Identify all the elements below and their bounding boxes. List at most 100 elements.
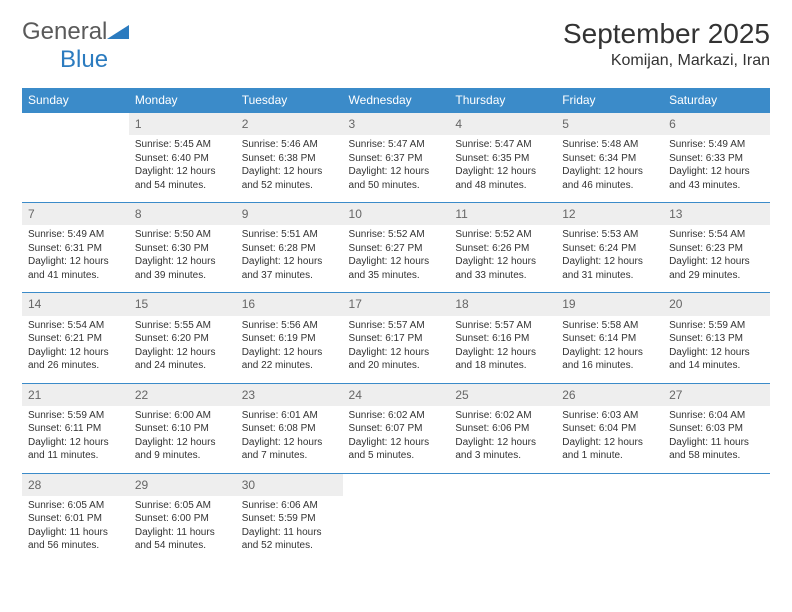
daylight-text: Daylight: 12 hours and 9 minutes.: [135, 436, 230, 463]
calendar-day-cell: 10Sunrise: 5:52 AMSunset: 6:27 PMDayligh…: [343, 203, 450, 293]
day-number: 19: [556, 293, 663, 315]
logo-part1: General: [22, 18, 107, 45]
day-body: Sunrise: 5:55 AMSunset: 6:20 PMDaylight:…: [129, 316, 236, 383]
sunset-text: Sunset: 6:38 PM: [242, 152, 337, 166]
day-body: Sunrise: 6:00 AMSunset: 6:10 PMDaylight:…: [129, 406, 236, 473]
day-body: Sunrise: 5:49 AMSunset: 6:33 PMDaylight:…: [663, 135, 770, 202]
sunrise-text: Sunrise: 5:55 AM: [135, 319, 230, 333]
sunset-text: Sunset: 6:28 PM: [242, 242, 337, 256]
sunset-text: Sunset: 6:33 PM: [669, 152, 764, 166]
day-number: 21: [22, 384, 129, 406]
calendar-week-row: 21Sunrise: 5:59 AMSunset: 6:11 PMDayligh…: [22, 383, 770, 473]
daylight-text: Daylight: 12 hours and 29 minutes.: [669, 255, 764, 282]
calendar-day-cell: [663, 473, 770, 563]
sunrise-text: Sunrise: 5:49 AM: [669, 138, 764, 152]
day-number: 7: [22, 203, 129, 225]
logo: General Blue: [22, 18, 129, 74]
sunset-text: Sunset: 6:00 PM: [135, 512, 230, 526]
calendar-day-cell: 9Sunrise: 5:51 AMSunset: 6:28 PMDaylight…: [236, 203, 343, 293]
location: Komijan, Markazi, Iran: [563, 52, 770, 70]
day-number: 11: [449, 203, 556, 225]
day-body: Sunrise: 5:52 AMSunset: 6:27 PMDaylight:…: [343, 225, 450, 292]
daylight-text: Daylight: 12 hours and 18 minutes.: [455, 346, 550, 373]
day-body: Sunrise: 5:48 AMSunset: 6:34 PMDaylight:…: [556, 135, 663, 202]
daylight-text: Daylight: 12 hours and 41 minutes.: [28, 255, 123, 282]
day-number: 26: [556, 384, 663, 406]
calendar-day-cell: 30Sunrise: 6:06 AMSunset: 5:59 PMDayligh…: [236, 473, 343, 563]
day-body: Sunrise: 6:04 AMSunset: 6:03 PMDaylight:…: [663, 406, 770, 473]
day-body: Sunrise: 6:02 AMSunset: 6:07 PMDaylight:…: [343, 406, 450, 473]
day-number: 8: [129, 203, 236, 225]
sunrise-text: Sunrise: 5:56 AM: [242, 319, 337, 333]
logo-text: General Blue: [22, 18, 129, 74]
calendar-day-cell: 5Sunrise: 5:48 AMSunset: 6:34 PMDaylight…: [556, 113, 663, 203]
day-body: Sunrise: 6:01 AMSunset: 6:08 PMDaylight:…: [236, 406, 343, 473]
sunrise-text: Sunrise: 5:57 AM: [455, 319, 550, 333]
daylight-text: Daylight: 12 hours and 16 minutes.: [562, 346, 657, 373]
weekday-header-row: SundayMondayTuesdayWednesdayThursdayFrid…: [22, 88, 770, 113]
sunrise-text: Sunrise: 5:57 AM: [349, 319, 444, 333]
day-number: 30: [236, 474, 343, 496]
daylight-text: Daylight: 12 hours and 54 minutes.: [135, 165, 230, 192]
sunrise-text: Sunrise: 5:52 AM: [349, 228, 444, 242]
calendar-day-cell: [449, 473, 556, 563]
day-number: 4: [449, 113, 556, 135]
day-body: Sunrise: 5:56 AMSunset: 6:19 PMDaylight:…: [236, 316, 343, 383]
calendar-day-cell: 26Sunrise: 6:03 AMSunset: 6:04 PMDayligh…: [556, 383, 663, 473]
calendar-day-cell: 16Sunrise: 5:56 AMSunset: 6:19 PMDayligh…: [236, 293, 343, 383]
day-body: Sunrise: 5:57 AMSunset: 6:17 PMDaylight:…: [343, 316, 450, 383]
sunset-text: Sunset: 6:23 PM: [669, 242, 764, 256]
sunset-text: Sunset: 6:21 PM: [28, 332, 123, 346]
sunrise-text: Sunrise: 6:01 AM: [242, 409, 337, 423]
calendar-day-cell: 13Sunrise: 5:54 AMSunset: 6:23 PMDayligh…: [663, 203, 770, 293]
sunrise-text: Sunrise: 5:59 AM: [28, 409, 123, 423]
calendar-day-cell: 19Sunrise: 5:58 AMSunset: 6:14 PMDayligh…: [556, 293, 663, 383]
day-body: Sunrise: 6:03 AMSunset: 6:04 PMDaylight:…: [556, 406, 663, 473]
sunrise-text: Sunrise: 5:58 AM: [562, 319, 657, 333]
month-title: September 2025: [563, 18, 770, 50]
calendar-day-cell: 15Sunrise: 5:55 AMSunset: 6:20 PMDayligh…: [129, 293, 236, 383]
weekday-header: Sunday: [22, 88, 129, 113]
day-body: Sunrise: 5:59 AMSunset: 6:11 PMDaylight:…: [22, 406, 129, 473]
daylight-text: Daylight: 12 hours and 50 minutes.: [349, 165, 444, 192]
day-number: 6: [663, 113, 770, 135]
sunrise-text: Sunrise: 6:02 AM: [455, 409, 550, 423]
sunset-text: Sunset: 6:31 PM: [28, 242, 123, 256]
day-body: Sunrise: 5:52 AMSunset: 6:26 PMDaylight:…: [449, 225, 556, 292]
sunset-text: Sunset: 6:06 PM: [455, 422, 550, 436]
sunset-text: Sunset: 6:04 PM: [562, 422, 657, 436]
calendar-day-cell: 22Sunrise: 6:00 AMSunset: 6:10 PMDayligh…: [129, 383, 236, 473]
sunset-text: Sunset: 6:27 PM: [349, 242, 444, 256]
weekday-header: Thursday: [449, 88, 556, 113]
calendar-day-cell: 11Sunrise: 5:52 AMSunset: 6:26 PMDayligh…: [449, 203, 556, 293]
sunset-text: Sunset: 6:03 PM: [669, 422, 764, 436]
day-body: Sunrise: 5:45 AMSunset: 6:40 PMDaylight:…: [129, 135, 236, 202]
calendar-day-cell: 4Sunrise: 5:47 AMSunset: 6:35 PMDaylight…: [449, 113, 556, 203]
sunrise-text: Sunrise: 6:04 AM: [669, 409, 764, 423]
calendar-day-cell: [22, 113, 129, 203]
sunrise-text: Sunrise: 5:52 AM: [455, 228, 550, 242]
day-body: Sunrise: 5:47 AMSunset: 6:35 PMDaylight:…: [449, 135, 556, 202]
day-body: [22, 135, 129, 148]
sunrise-text: Sunrise: 5:47 AM: [455, 138, 550, 152]
header: General Blue September 2025 Komijan, Mar…: [22, 18, 770, 74]
calendar-day-cell: 6Sunrise: 5:49 AMSunset: 6:33 PMDaylight…: [663, 113, 770, 203]
sunrise-text: Sunrise: 5:59 AM: [669, 319, 764, 333]
daylight-text: Daylight: 12 hours and 35 minutes.: [349, 255, 444, 282]
sunrise-text: Sunrise: 5:49 AM: [28, 228, 123, 242]
day-body: Sunrise: 5:57 AMSunset: 6:16 PMDaylight:…: [449, 316, 556, 383]
daylight-text: Daylight: 12 hours and 31 minutes.: [562, 255, 657, 282]
sunset-text: Sunset: 6:37 PM: [349, 152, 444, 166]
day-body: [343, 496, 450, 509]
sunset-text: Sunset: 6:30 PM: [135, 242, 230, 256]
day-number: 29: [129, 474, 236, 496]
calendar-week-row: 14Sunrise: 5:54 AMSunset: 6:21 PMDayligh…: [22, 293, 770, 383]
daylight-text: Daylight: 12 hours and 24 minutes.: [135, 346, 230, 373]
sunset-text: Sunset: 6:26 PM: [455, 242, 550, 256]
calendar-day-cell: [343, 473, 450, 563]
calendar-day-cell: 2Sunrise: 5:46 AMSunset: 6:38 PMDaylight…: [236, 113, 343, 203]
day-number: [449, 474, 556, 496]
sunrise-text: Sunrise: 6:06 AM: [242, 499, 337, 513]
day-body: Sunrise: 6:06 AMSunset: 5:59 PMDaylight:…: [236, 496, 343, 563]
calendar-day-cell: 28Sunrise: 6:05 AMSunset: 6:01 PMDayligh…: [22, 473, 129, 563]
